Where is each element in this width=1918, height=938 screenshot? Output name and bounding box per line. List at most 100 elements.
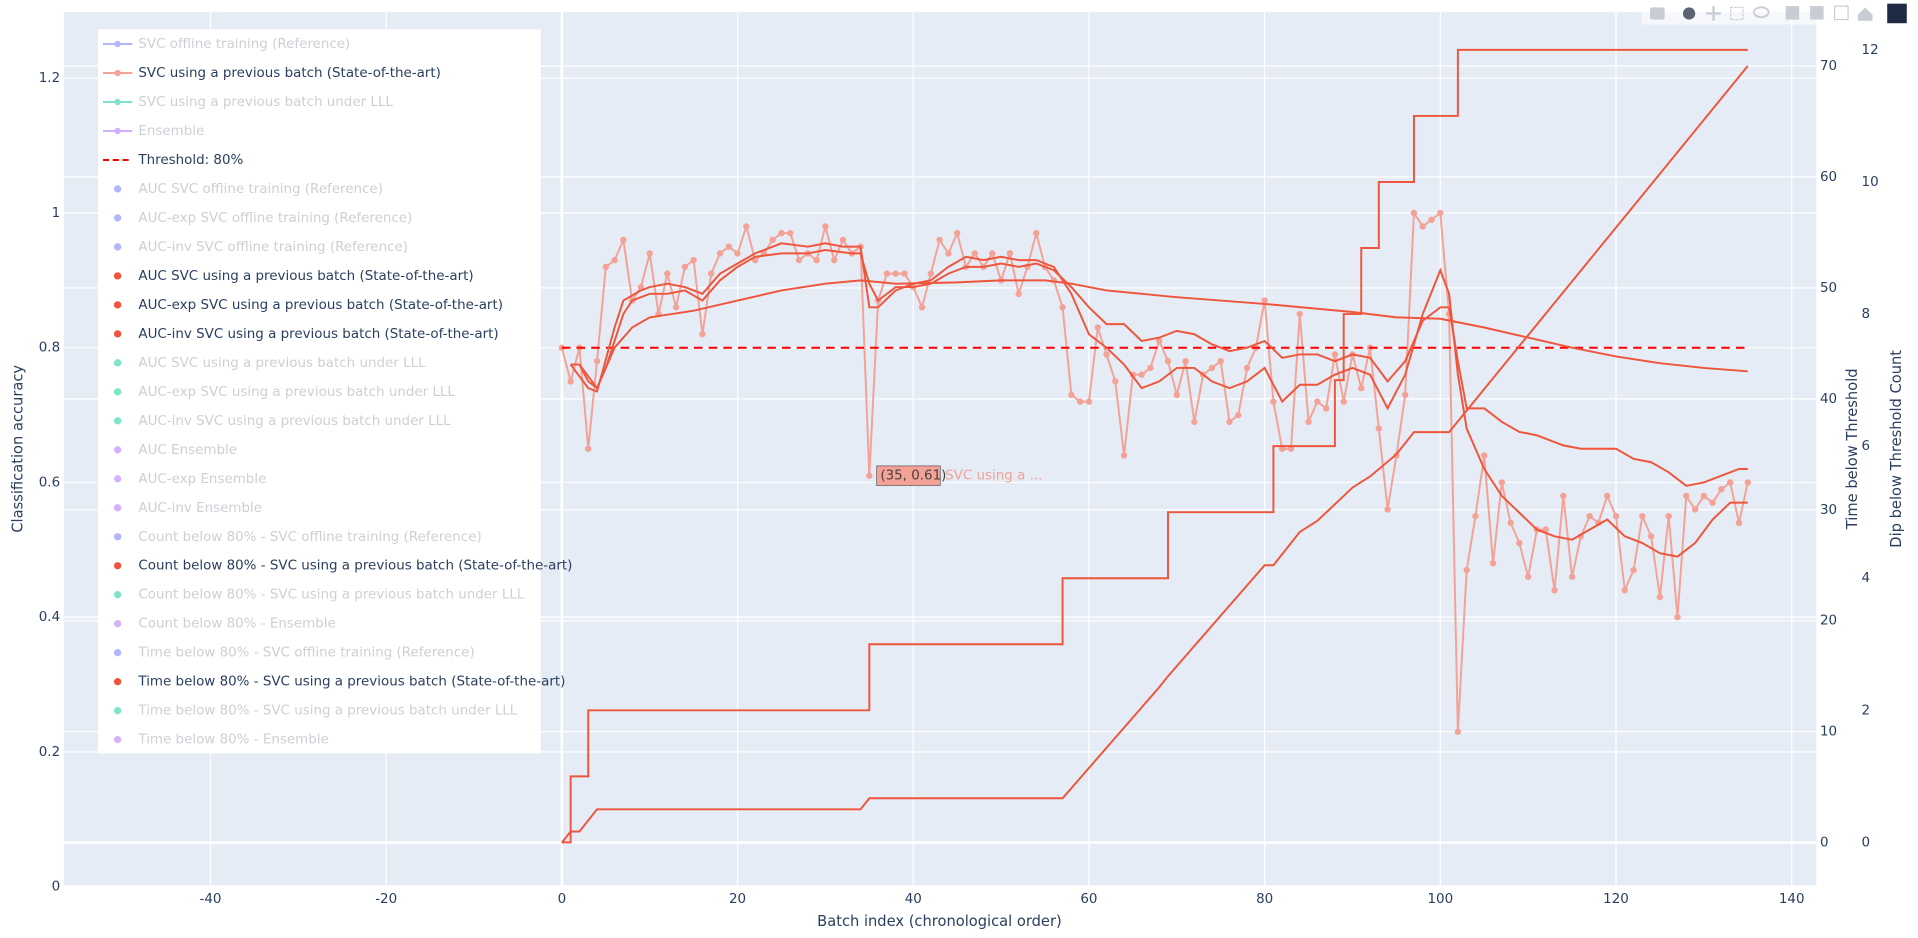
series-marker: [690, 256, 697, 264]
series-marker: [602, 263, 609, 271]
axes: -40 -20 0 20 40 60 80 100 120 14000.20.40.60.811.…: [39, 43, 1879, 907]
legend-item[interactable]: AUC-exp SVC using a previous batch (Stat…: [113, 298, 503, 313]
legend-symbol: [113, 388, 122, 396]
y3-tick-label: 8: [1862, 307, 1871, 322]
legend-item[interactable]: Count below 80% - Ensemble: [113, 617, 336, 632]
legend-item[interactable]: AUC-inv SVC offline training (Reference): [113, 240, 408, 255]
traces: (35, 0.61)SVC using a ...: [558, 48, 1751, 844]
series-marker: [769, 236, 776, 244]
legend-item[interactable]: Ensemble: [102, 124, 204, 139]
legend-item[interactable]: Count below 80% - SVC using a previous b…: [113, 588, 525, 603]
legend-item[interactable]: Time below 80% - SVC offline training (R…: [113, 646, 475, 661]
legend-symbol: [113, 330, 122, 338]
legend-item[interactable]: AUC SVC using a previous batch under LLL: [113, 356, 426, 371]
legend-item[interactable]: AUC Ensemble: [113, 443, 237, 458]
legend-item[interactable]: AUC SVC using a previous batch (State-of…: [113, 269, 474, 284]
legend-symbol: [113, 649, 122, 657]
zoom-out-button[interactable]: [1810, 6, 1824, 20]
series-marker: [1059, 304, 1066, 311]
x-tick-label: -20: [375, 892, 397, 907]
x-tick-label: 60: [1080, 892, 1097, 907]
legend-symbol: [113, 591, 122, 599]
series-marker: [1384, 506, 1391, 513]
series-marker: [918, 304, 926, 311]
select-button[interactable]: [1730, 6, 1744, 21]
series-marker: [1498, 479, 1505, 486]
series-marker: [1182, 358, 1189, 365]
legend-item[interactable]: AUC-inv SVC using a previous batch (Stat…: [113, 327, 499, 342]
legend-item[interactable]: AUC-inv Ensemble: [113, 501, 262, 516]
y3-tick-label: 2: [1862, 703, 1871, 718]
legend-item[interactable]: Time below 80% - SVC using a previous ba…: [113, 675, 565, 690]
series-marker: [1604, 492, 1611, 500]
series-marker: [1744, 479, 1751, 486]
series-marker: [936, 236, 943, 244]
legend-item[interactable]: SVC offline training (Reference): [102, 37, 350, 52]
series-marker: [1709, 499, 1716, 506]
series-marker: [1103, 351, 1110, 358]
pan-button[interactable]: [1706, 6, 1721, 21]
series-marker: [725, 243, 732, 250]
legend-item[interactable]: Count below 80% - SVC offline training (…: [113, 530, 482, 545]
series-marker: [1270, 398, 1277, 405]
legend-item[interactable]: AUC-exp Ensemble: [113, 472, 266, 487]
zoom-button[interactable]: [1682, 7, 1696, 20]
lasso-button[interactable]: [1752, 6, 1770, 19]
legend-item[interactable]: Time below 80% - SVC using a previous ba…: [113, 704, 518, 719]
legend-label: Time below 80% - SVC using a previous ba…: [137, 675, 565, 690]
legend-symbol: [113, 620, 122, 628]
legend-item[interactable]: AUC SVC offline training (Reference): [113, 182, 383, 197]
series-marker: [1305, 418, 1312, 425]
series-marker: [1235, 411, 1242, 419]
series-marker: [1437, 209, 1444, 217]
legend-item[interactable]: AUC-exp SVC using a previous batch under…: [113, 385, 455, 400]
y2-tick-label: 60: [1820, 170, 1837, 185]
grid: [63, 12, 1817, 888]
series-marker: [1489, 560, 1497, 567]
x-tick-label: 140: [1779, 892, 1805, 907]
series-marker: [1217, 358, 1224, 365]
legend-symbol: [113, 272, 122, 280]
legend-label: AUC SVC using a previous batch under LLL: [138, 356, 426, 371]
legend-item[interactable]: SVC using a previous batch under LLL: [102, 95, 393, 110]
legend-item[interactable]: AUC-exp SVC offline training (Reference): [113, 211, 412, 226]
y2-tick-label: 0: [1820, 836, 1829, 851]
series-marker: [1735, 519, 1743, 527]
legend-label: Time below 80% - Ensemble: [137, 733, 328, 748]
legend-item[interactable]: Count below 80% - SVC using a previous b…: [113, 559, 572, 574]
zoom-in-button[interactable]: [1785, 6, 1800, 20]
autoscale-button[interactable]: [1834, 5, 1849, 21]
legend-symbol: [113, 243, 122, 251]
legend-label: SVC using a previous batch (State-of-the…: [138, 66, 441, 81]
legend-label: AUC SVC using a previous batch (State-of…: [138, 269, 473, 284]
series-marker: [646, 250, 653, 257]
series-marker: [822, 223, 829, 230]
legend-item[interactable]: Threshold: 80%: [102, 153, 244, 168]
y2-tick-label: 20: [1820, 614, 1837, 629]
y3-tick-label: 12: [1862, 43, 1879, 58]
hover-box: [876, 465, 941, 486]
y-tick-label: 0.8: [39, 341, 60, 356]
legend-item[interactable]: AUC-inv SVC using a previous batch under…: [113, 414, 451, 429]
series-marker: [611, 256, 618, 264]
legend-symbol: [113, 446, 122, 454]
series-marker: [585, 445, 592, 452]
series-marker: [1296, 310, 1303, 318]
legend-item[interactable]: Time below 80% - Ensemble: [113, 733, 329, 748]
y3-axis-title: Dip below Threshold Count: [1888, 350, 1905, 548]
x-tick-label: 80: [1256, 892, 1273, 907]
camera-button[interactable]: [1649, 7, 1665, 20]
y2-tick-label: 10: [1820, 725, 1837, 740]
series-marker: [734, 250, 741, 257]
series-marker: [1287, 445, 1295, 452]
legend-item[interactable]: SVC using a previous batch (State-of-the…: [102, 66, 441, 81]
legend-symbol: [113, 562, 122, 570]
plotly-logo[interactable]: [1887, 3, 1907, 24]
series-marker: [1428, 216, 1435, 223]
series-marker: [1419, 223, 1426, 230]
series-marker: [953, 230, 961, 237]
reset-button[interactable]: [1857, 7, 1873, 21]
series-marker: [839, 236, 847, 244]
series-marker: [971, 250, 978, 257]
legend-label: AUC-inv SVC using a previous batch (Stat…: [138, 327, 498, 342]
